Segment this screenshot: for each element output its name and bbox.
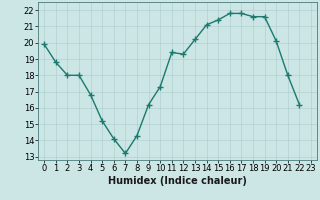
- X-axis label: Humidex (Indice chaleur): Humidex (Indice chaleur): [108, 176, 247, 186]
